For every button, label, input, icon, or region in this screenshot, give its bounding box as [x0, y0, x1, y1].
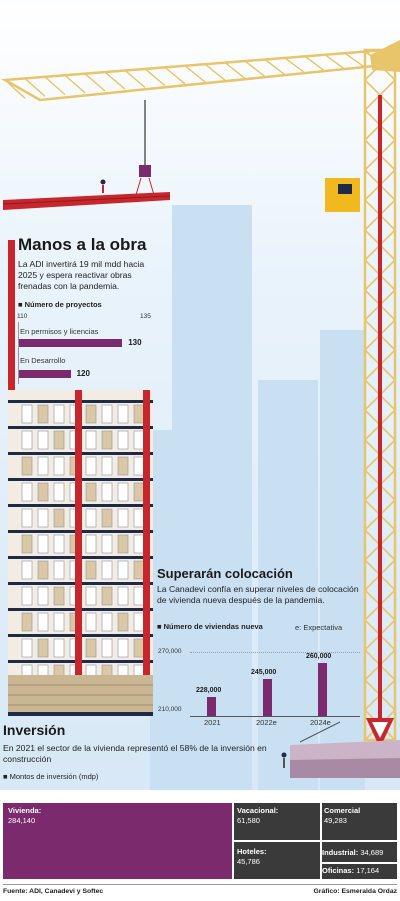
treemap-cell-hoteles: [234, 842, 320, 879]
bar-2022e: [263, 678, 272, 716]
manos-axis-min: 110: [17, 313, 28, 320]
cell-name: Oficinas:: [322, 866, 355, 875]
cell-text-vacacional: Vacacional: 61,580: [237, 806, 278, 826]
treemap-cell-industrial: [322, 842, 397, 862]
bar-2024e: [318, 662, 327, 716]
cell-value: 45,786: [237, 857, 260, 866]
treemap-cell-comercial: [322, 803, 397, 840]
manos-axis-max: 135: [140, 313, 151, 320]
manos-legend: ■ Número de proyectos: [18, 300, 102, 309]
cell-text-industrial: Industrial: 34,689: [322, 848, 383, 858]
bar-2021: [207, 696, 216, 716]
cell-value: 49,283: [324, 816, 347, 825]
tick-label: 210,000: [158, 706, 182, 713]
manos-axis-line: [18, 322, 19, 384]
background-building: [150, 430, 172, 790]
colocacion-legend-label: Número de viviendas nueva: [163, 622, 263, 631]
bar-value: 120: [76, 369, 90, 378]
background-building: [258, 380, 318, 790]
bar-value: 245,000: [251, 668, 277, 676]
footer-credit: Gráfico: Esmeralda Ordaz: [313, 888, 397, 895]
bar-label: En permisos y licencias: [20, 327, 99, 336]
x-axis-line: [190, 716, 360, 717]
year-label: 2021: [204, 718, 221, 727]
bar-value: 228,000: [196, 686, 222, 694]
footer-rule: [3, 884, 397, 885]
year-label: 2022e: [256, 718, 277, 727]
cell-text-comercial: Comercial 49,283: [324, 806, 360, 826]
year-label: 2024e: [310, 718, 331, 727]
manos-title: Manos a la obra: [18, 235, 147, 254]
gridline: [190, 652, 360, 653]
manos-legend-label: Número de proyectos: [24, 300, 102, 309]
cell-name: Industrial:: [322, 848, 359, 857]
treemap-cell-vivienda: [3, 803, 232, 879]
bar-value: 130: [128, 338, 142, 347]
cell-value: 34,689: [360, 848, 384, 857]
cell-name: Vacacional:: [237, 806, 279, 815]
treemap-cell-oficinas: [322, 864, 397, 879]
legend-marker-icon: ■: [157, 622, 164, 631]
manos-text: La ADI invertirá 19 mil mdd hacia 2025 y…: [18, 259, 145, 291]
background-building: [172, 205, 252, 790]
treemap: [3, 803, 397, 879]
cell-name: Comercial: [324, 806, 361, 815]
colocacion-note: e: Expectativa: [295, 623, 343, 632]
inversion-text: En 2021 el sector de la vivienda represe…: [3, 743, 267, 764]
inversion-title: Inversión: [3, 722, 66, 738]
cell-value: 284,140: [8, 816, 36, 825]
cell-value: 61,580: [237, 816, 260, 825]
colocacion-legend: ■ Número de viviendas nueva: [157, 622, 263, 631]
colocacion-text: La Canadevi confía en superar niveles de…: [157, 584, 359, 605]
cell-name: Vivienda:: [8, 806, 42, 815]
background-building: [320, 330, 365, 790]
footer-source: Fuente: ADI, Canadevi y Softec: [3, 888, 104, 895]
inversion-legend: ■ Montos de inversión (mdp): [3, 772, 98, 781]
treemap-cell-vacacional: [234, 803, 320, 840]
cell-text-vivienda: Vivienda: 284,140: [8, 806, 41, 826]
tick-label: 270,000: [158, 648, 182, 655]
cell-text-hoteles: Hoteles: 45,786: [237, 847, 267, 867]
legend-marker-icon: ■: [3, 772, 10, 781]
bar-en-desarrollo: [19, 370, 71, 378]
cell-text-oficinas: Oficinas: 17,164: [322, 866, 379, 876]
legend-marker-icon: ■: [18, 300, 25, 309]
cell-name: Hoteles:: [237, 847, 267, 856]
bar-value: 260,000: [306, 652, 332, 660]
bar-label: En Desarrollo: [20, 356, 66, 365]
bar-en-permisos: [19, 339, 123, 347]
colocacion-title: Superarán colocación: [157, 566, 293, 581]
cell-value: 17,164: [356, 866, 380, 875]
inversion-legend-label: Montos de inversión (mdp): [9, 772, 99, 781]
